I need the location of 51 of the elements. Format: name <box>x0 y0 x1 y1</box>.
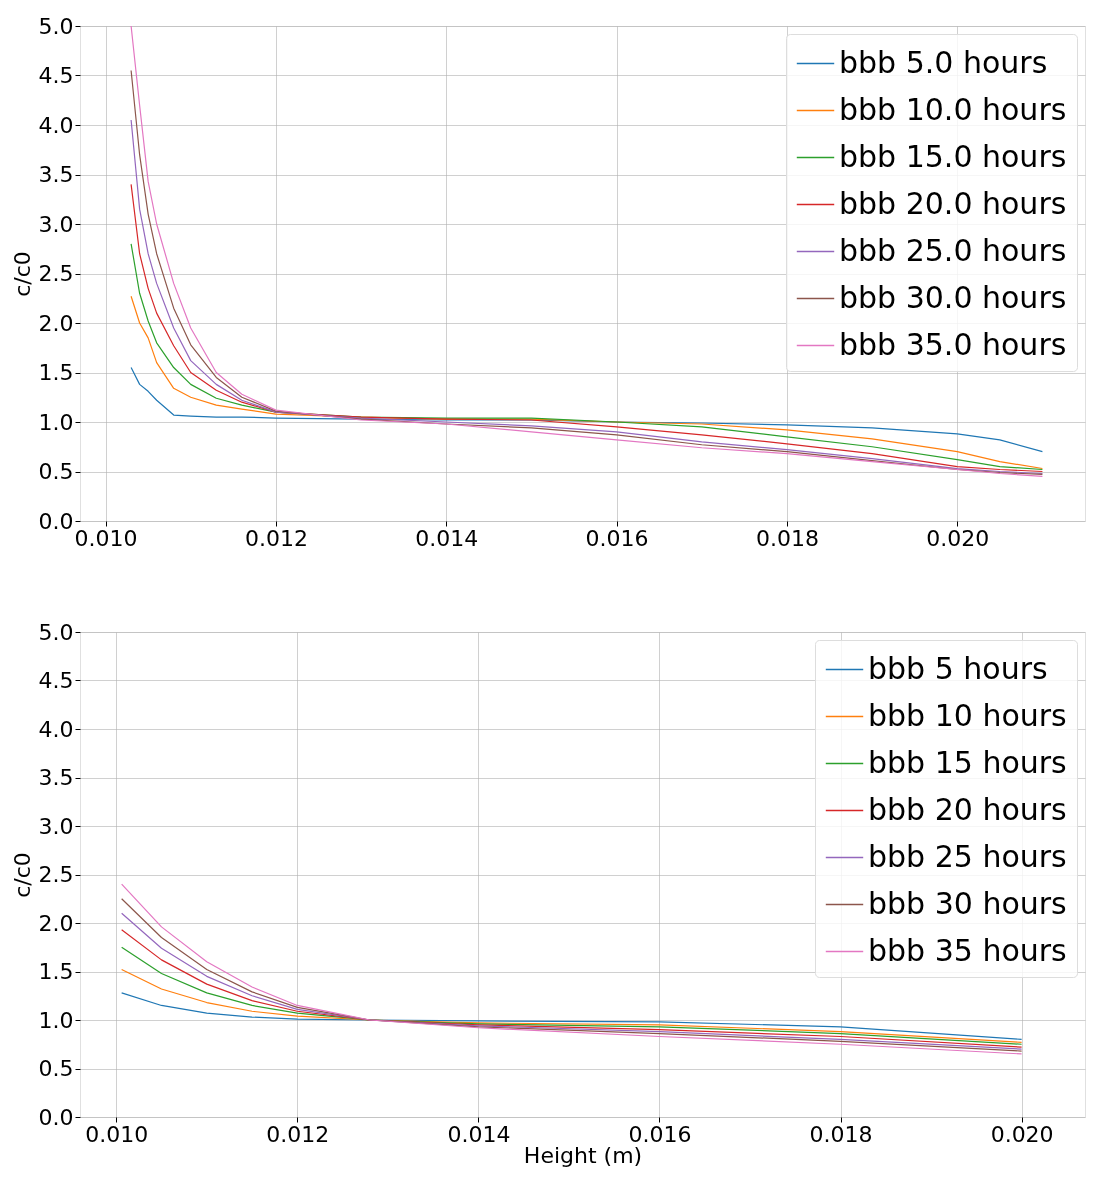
legend-label: bbb 25 hours <box>868 838 1067 874</box>
line-series <box>121 992 1023 1040</box>
y-tick-label: 0.5 <box>38 1056 74 1081</box>
x-tick-label: 0.018 <box>809 1121 873 1147</box>
x-tick-label: 0.012 <box>244 525 308 551</box>
y-tick-label: 2.5 <box>38 261 74 286</box>
legend-label: bbb 10.0 hours <box>839 91 1067 127</box>
y-tick-label: 1.5 <box>38 959 74 984</box>
x-tick-label: 0.018 <box>755 525 819 551</box>
y-tick-label: 5.0 <box>38 13 74 39</box>
y-tick-label: 4.0 <box>38 112 74 138</box>
x-tick-label: 0.014 <box>415 525 479 551</box>
legend-label: bbb 30.0 hours <box>839 279 1067 315</box>
y-tick-label: 4.0 <box>38 716 74 742</box>
y-tick-label: 3.0 <box>38 211 74 237</box>
y-tick-label: 1.0 <box>38 1007 74 1033</box>
y-tick-label: 0.5 <box>38 459 74 484</box>
legend-label: bbb 20 hours <box>868 791 1067 827</box>
y-tick-label: 2.5 <box>38 862 74 887</box>
x-tick-label: 0.010 <box>85 1121 149 1147</box>
legend-label: bbb 15 hours <box>868 744 1067 780</box>
y-tick-label: 2.0 <box>38 910 74 936</box>
y-tick-label: 4.5 <box>38 63 74 88</box>
y-axis-title: c/c0 <box>9 852 35 898</box>
x-tick-label: 0.020 <box>926 525 990 551</box>
legend-label: bbb 30 hours <box>868 885 1067 921</box>
y-tick-label: 1.0 <box>38 409 74 435</box>
x-tick-label: 0.010 <box>74 525 138 551</box>
y-tick-label: 5.0 <box>38 619 74 645</box>
y-tick-label: 3.5 <box>38 765 74 790</box>
y-tick-label: 3.0 <box>38 813 74 839</box>
x-tick-label: 0.016 <box>585 525 649 551</box>
y-tick-label: 3.5 <box>38 162 74 187</box>
y-tick-label: 4.5 <box>38 668 74 693</box>
line-series <box>121 968 1023 1043</box>
y-tick-label: 2.0 <box>38 310 74 336</box>
legend-label: bbb 15.0 hours <box>839 138 1067 174</box>
y-tick-label: 0.0 <box>38 1104 74 1130</box>
legend-label: bbb 35 hours <box>868 932 1067 968</box>
legend-label: bbb 5 hours <box>868 650 1048 686</box>
x-tick-label: 0.014 <box>447 1121 511 1147</box>
x-tick-label: 0.020 <box>990 1121 1054 1147</box>
legend-label: bbb 25.0 hours <box>839 232 1067 268</box>
legend-label: bbb 20.0 hours <box>839 185 1067 221</box>
legend-label: bbb 35.0 hours <box>839 326 1067 362</box>
y-tick-label: 0.0 <box>38 508 74 534</box>
legend-label: bbb 10 hours <box>868 697 1067 733</box>
y-tick-label: 1.5 <box>38 360 74 385</box>
y-axis-title: c/c0 <box>9 251 35 297</box>
x-tick-label: 0.012 <box>266 1121 330 1147</box>
legend-label: bbb 5.0 hours <box>839 44 1048 80</box>
